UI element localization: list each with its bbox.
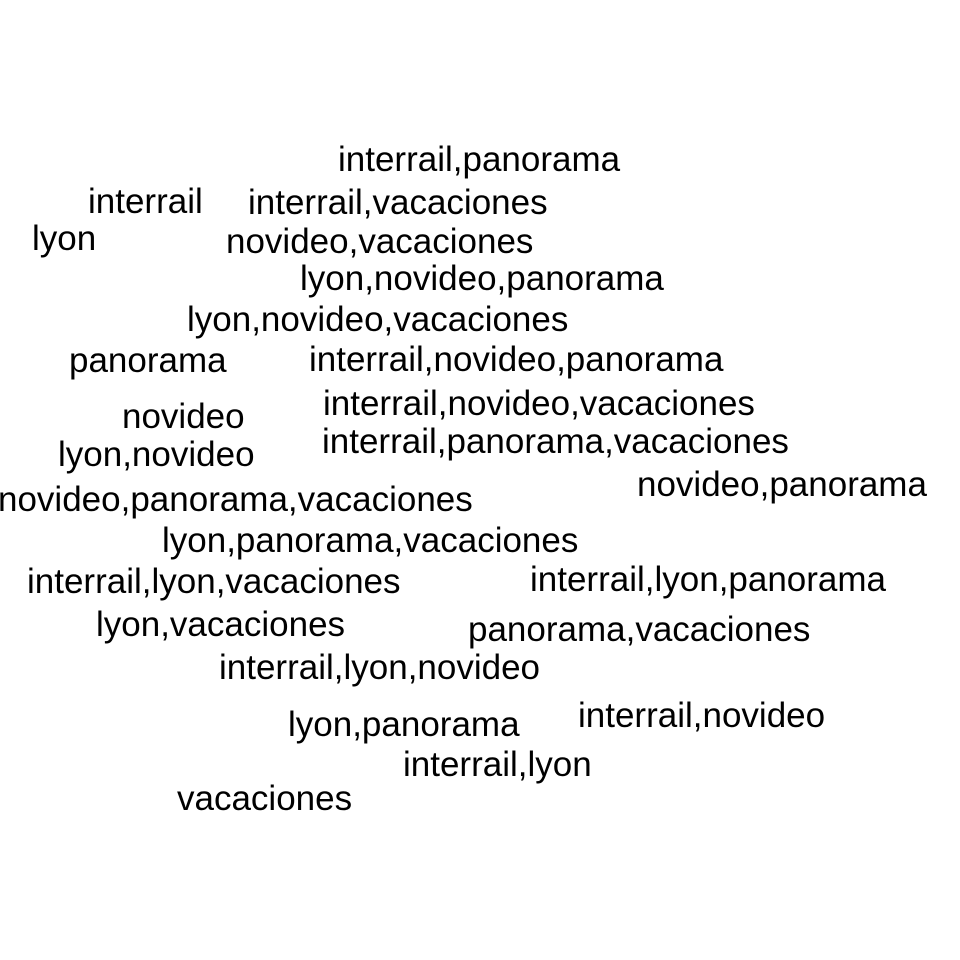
- word-label: interrail,panorama,vacaciones: [322, 422, 789, 461]
- word-label: panorama: [69, 341, 227, 380]
- word-label: panorama,vacaciones: [468, 610, 811, 649]
- word-label: interrail,lyon: [403, 745, 592, 784]
- word-label: lyon,novideo,panorama: [300, 259, 664, 298]
- word-label: lyon,novideo,vacaciones: [187, 300, 569, 339]
- word-label: interrail,lyon,panorama: [530, 560, 887, 599]
- word-label: lyon,panorama: [288, 705, 520, 744]
- word-label: novideo,panorama,vacaciones: [0, 480, 473, 519]
- word-label: lyon,panorama,vacaciones: [162, 521, 579, 560]
- word-label: interrail: [88, 182, 203, 221]
- word-label: interrail,novideo,panorama: [309, 340, 724, 379]
- word-label: novideo,panorama: [637, 465, 927, 504]
- word-label: lyon,novideo: [58, 435, 255, 474]
- word-label: interrail,novideo: [578, 696, 826, 735]
- word-label: vacaciones: [177, 779, 353, 818]
- word-label: interrail,panorama: [338, 140, 621, 179]
- word-label: interrail,lyon,vacaciones: [27, 562, 401, 601]
- word-label: novideo,vacaciones: [226, 222, 534, 261]
- word-label: interrail,novideo,vacaciones: [323, 384, 755, 423]
- word-label: interrail,lyon,novideo: [219, 648, 541, 687]
- word-label: lyon: [32, 219, 97, 258]
- word-label: lyon,vacaciones: [96, 605, 346, 644]
- word-label: novideo: [122, 397, 245, 436]
- word-label: interrail,vacaciones: [248, 183, 548, 222]
